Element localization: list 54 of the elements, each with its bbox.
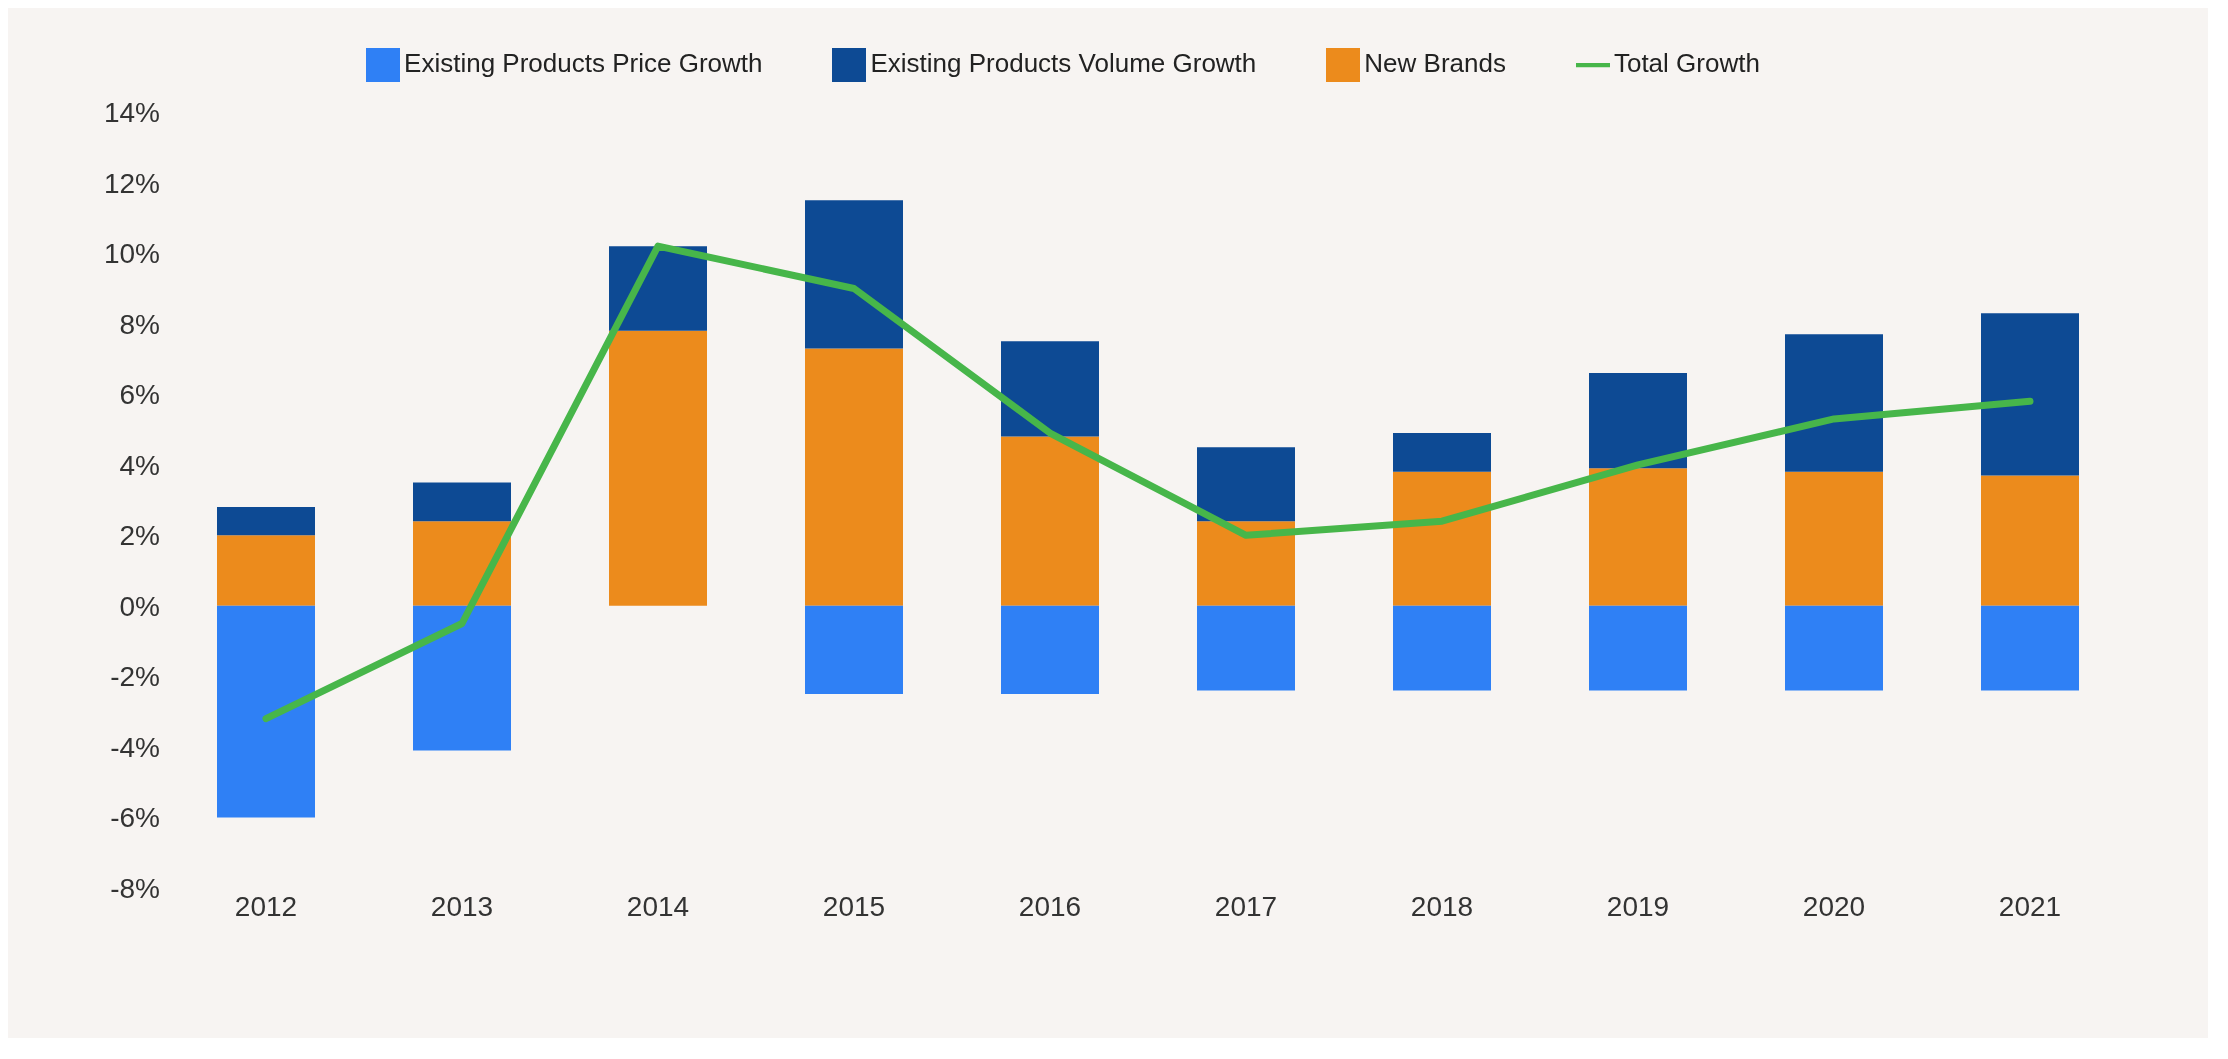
bar xyxy=(1785,334,1883,472)
y-tick-label: -6% xyxy=(110,802,160,834)
y-tick-label: -8% xyxy=(110,872,160,904)
y-tick-label: 10% xyxy=(103,238,160,270)
bar xyxy=(217,605,315,818)
y-tick-label: -2% xyxy=(110,661,160,693)
bar xyxy=(609,330,707,606)
y-tick-label: -4% xyxy=(110,731,160,763)
x-tick-label: 2015 xyxy=(822,890,886,922)
legend-label: Existing Products Volume Growth xyxy=(870,48,1257,78)
bar xyxy=(1001,341,1099,437)
bar xyxy=(805,605,903,695)
x-tick-label: 2017 xyxy=(1214,890,1278,922)
y-tick-label: 2% xyxy=(119,520,160,552)
x-tick-label: 2016 xyxy=(1018,890,1082,922)
y-tick-label: 6% xyxy=(119,379,160,411)
bar xyxy=(1589,605,1687,691)
bar xyxy=(1785,605,1883,691)
legend-label: Existing Products Price Growth xyxy=(404,48,763,78)
bar xyxy=(1197,521,1295,606)
bar xyxy=(217,507,315,536)
x-tick-label: 2019 xyxy=(1606,890,1670,922)
bar xyxy=(217,535,315,606)
bar xyxy=(1001,605,1099,695)
bar xyxy=(1393,433,1491,472)
legend-label: New Brands xyxy=(1364,48,1506,78)
y-tick-label: 12% xyxy=(103,167,160,199)
bar xyxy=(1393,605,1491,691)
y-tick-label: 0% xyxy=(119,590,160,622)
bar xyxy=(1981,313,2079,476)
bar xyxy=(1981,475,2079,606)
legend-label: Total Growth xyxy=(1613,48,1760,78)
bar xyxy=(1589,373,1687,469)
bar xyxy=(805,200,903,349)
y-tick-label: 8% xyxy=(119,308,160,340)
x-tick-label: 2012 xyxy=(234,890,298,922)
bar xyxy=(1393,471,1491,606)
y-tick-label: 14% xyxy=(103,97,160,129)
bar xyxy=(1981,605,2079,691)
bar xyxy=(413,605,511,751)
x-tick-label: 2018 xyxy=(1410,890,1474,922)
bar xyxy=(1001,436,1099,606)
bar xyxy=(413,482,511,522)
bar xyxy=(1197,605,1295,691)
bar xyxy=(805,348,903,606)
x-tick-label: 2013 xyxy=(430,890,494,922)
x-tick-label: 2021 xyxy=(1998,890,2062,922)
x-tick-label: 2014 xyxy=(626,890,690,922)
bar xyxy=(1197,447,1295,522)
y-tick-label: 4% xyxy=(119,449,160,481)
bar xyxy=(413,521,511,606)
x-tick-label: 2020 xyxy=(1802,890,1866,922)
bar xyxy=(1785,471,1883,606)
bar xyxy=(1589,468,1687,606)
